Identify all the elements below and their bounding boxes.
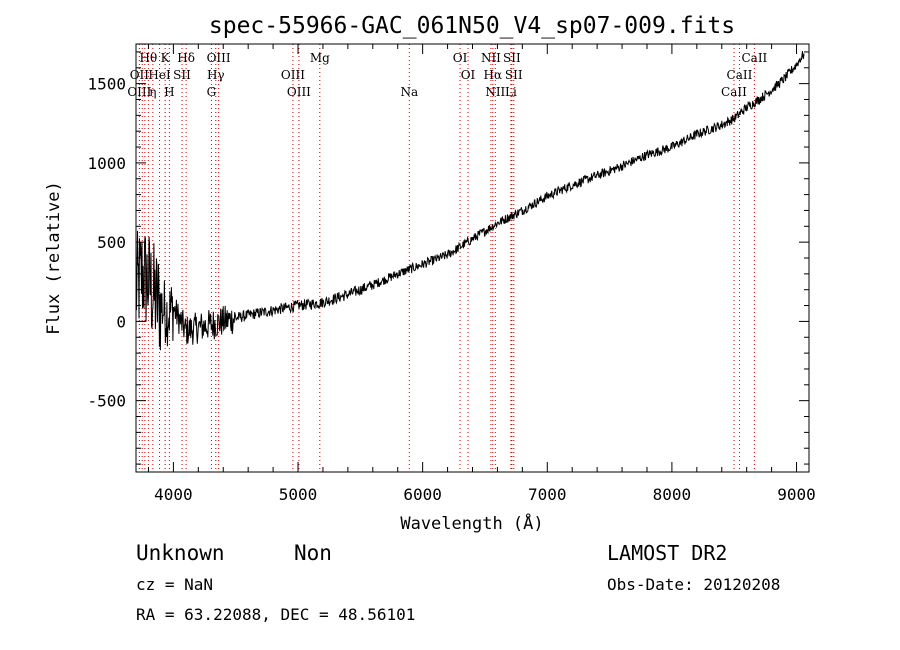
line-label: Li [505, 85, 517, 99]
line-label: OIII [127, 85, 151, 99]
coords-label: RA = 63.22088, DEC = 48.56101 [136, 605, 415, 624]
line-label: OI [453, 51, 468, 65]
line-label: NII [481, 51, 501, 65]
line-label: OIII [281, 68, 305, 82]
axis-ticks: 4000 5000 6000 7000 8000 9000 -500 0 500 1000 1500 [87, 44, 816, 504]
x-tick-label: 8000 [653, 485, 692, 504]
line-label: CaII [741, 51, 767, 65]
line-label: Na [400, 85, 418, 99]
x-tick-label: 7000 [528, 485, 567, 504]
y-axis-label: Flux (relative) [44, 181, 64, 335]
plot-frame [135, 43, 810, 473]
line-label: SII [503, 51, 521, 65]
spectrum-line [135, 51, 805, 351]
x-tick-label: 6000 [403, 485, 442, 504]
line-label: Hδ [177, 51, 195, 65]
line-label: G [207, 85, 217, 99]
x-tick-label: 4000 [154, 485, 193, 504]
line-label: OIII [207, 51, 231, 65]
emission-line-markers [138, 44, 755, 472]
line-label: H [164, 85, 174, 99]
line-label: Hγ [207, 68, 225, 82]
line-label: OI [461, 68, 476, 82]
x-tick-label: 5000 [279, 485, 318, 504]
line-label: Hα [484, 68, 503, 82]
line-label: K [161, 51, 171, 65]
y-tick-label: 1000 [87, 154, 126, 173]
x-axis-label: Wavelength (Å) [400, 512, 543, 534]
survey-label: LAMOST DR2 [607, 541, 727, 565]
y-tick-label: -500 [87, 392, 126, 411]
obs-date-label: Obs-Date: 20120208 [607, 575, 780, 594]
line-labels: HθOIIOIIIηKHeIHSIIHδHγOIIIGOIIIOIIIMgNaO… [127, 51, 767, 99]
line-label: Hθ [139, 51, 157, 65]
y-tick-label: 0 [116, 312, 126, 331]
subclass-label: Non [294, 541, 332, 565]
line-label: Mg [310, 51, 330, 65]
spectrum-series [135, 51, 805, 351]
chart-title: spec-55966-GAC_061N50_V4_sp07-009.fits [209, 13, 735, 39]
cz-label: cz = NaN [136, 575, 213, 594]
line-label: η [149, 85, 156, 99]
y-tick-label: 500 [97, 233, 126, 252]
line-label: NII [485, 85, 505, 99]
line-label: OII [130, 68, 150, 82]
line-label: CaII [727, 68, 753, 82]
line-label: OIII [287, 85, 311, 99]
line-label: SII [173, 68, 191, 82]
line-label: CaII [721, 85, 747, 99]
line-label: SII [505, 68, 523, 82]
line-label: HeI [148, 68, 171, 82]
class-label: Unknown [136, 541, 225, 565]
x-tick-label: 9000 [777, 485, 816, 504]
y-tick-label: 1500 [87, 75, 126, 94]
